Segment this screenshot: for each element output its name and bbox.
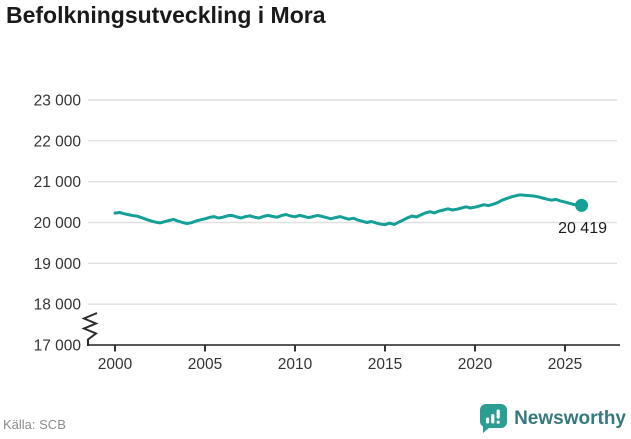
x-tick-label: 2020 — [458, 356, 493, 373]
newsworthy-wordmark: Newsworthy — [514, 407, 626, 429]
x-tick-label: 2025 — [548, 356, 582, 373]
series-end-value-label: 20 419 — [558, 220, 607, 237]
newsworthy-logo[interactable]: Newsworthy — [480, 404, 626, 433]
series-end-dot — [575, 198, 589, 212]
newsworthy-chart-bubble-icon — [480, 404, 508, 433]
y-tick-label: 19 000 — [34, 256, 82, 273]
y-axis-break-icon — [81, 312, 99, 346]
population-line-chart: 2000 2005 2010 2015 2020 2025 17 000 18 000 19 0… — [34, 93, 620, 373]
y-tick-label: 17 000 — [34, 338, 82, 355]
x-tick-label: 2005 — [188, 356, 222, 373]
y-tick-label: 23 000 — [34, 93, 82, 110]
y-tick-label: 20 000 — [34, 215, 82, 232]
x-tick-label: 2010 — [278, 356, 313, 373]
x-tick-label: 2015 — [368, 356, 402, 373]
source-label: Källa: SCB — [3, 417, 66, 432]
population-series-line — [113, 193, 584, 227]
x-tick-label: 2000 — [98, 356, 133, 373]
y-tick-label: 18 000 — [34, 297, 82, 314]
chart-title: Befolkningsutveckling i Mora — [6, 2, 326, 28]
y-tick-label: 21 000 — [34, 174, 82, 191]
y-tick-label: 22 000 — [34, 133, 82, 150]
